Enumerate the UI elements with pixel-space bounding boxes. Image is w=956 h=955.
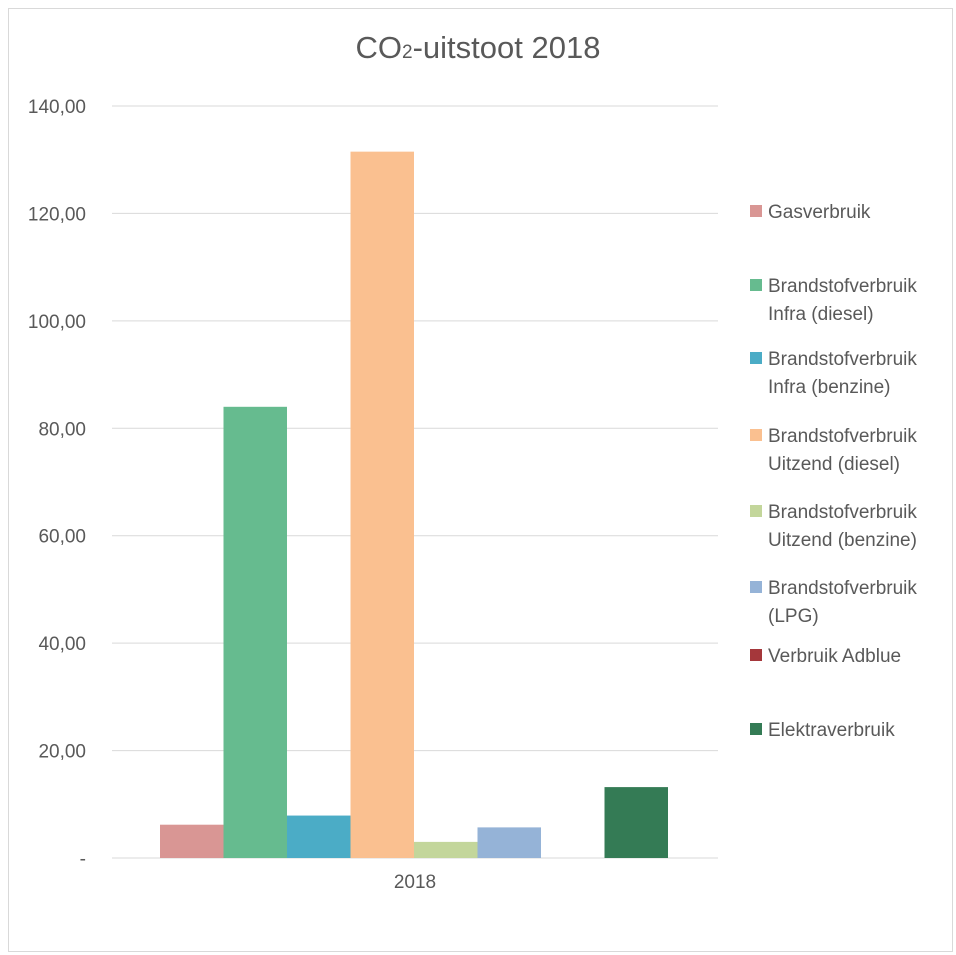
y-tick-label: 40,00 [38,634,86,655]
y-tick-label: 120,00 [28,204,86,225]
legend-swatch [750,649,762,661]
legend-label: Brandstofverbruik [768,502,917,523]
legend-label: (LPG) [768,606,819,627]
legend-label: Infra (diesel) [768,304,874,325]
legend-swatch [750,581,762,593]
y-tick-label: 140,00 [28,97,86,118]
legend-swatch [750,505,762,517]
legend-label: Elektraverbruik [768,720,895,741]
bar [350,151,414,858]
legend-swatch [750,429,762,441]
legend-label: Infra (benzine) [768,377,891,398]
chart-title: CO2-uitstoot 2018 [355,30,601,65]
bar [223,406,287,858]
legend-label: Brandstofverbruik [768,578,917,599]
y-tick-label: 20,00 [38,742,86,763]
legend-label: Verbruik Adblue [768,646,901,667]
x-tick-label: 2018 [394,872,436,893]
bar [604,787,668,858]
chart-frame [8,8,953,952]
y-tick-label: - [80,849,86,870]
legend-label: Brandstofverbruik [768,349,917,370]
y-tick-label: 100,00 [28,312,86,333]
legend-swatch [750,279,762,291]
legend-label: Uitzend (benzine) [768,530,917,551]
legend-swatch [750,723,762,735]
bar [477,827,541,858]
legend-label: Uitzend (diesel) [768,454,900,475]
bar [160,824,224,858]
legend-label: Brandstofverbruik [768,276,917,297]
bar [414,841,478,858]
bar [287,815,351,858]
legend-swatch [750,205,762,217]
legend-label: Gasverbruik [768,202,871,223]
legend-label: Brandstofverbruik [768,426,917,447]
y-tick-label: 60,00 [38,527,86,548]
y-tick-label: 80,00 [38,419,86,440]
legend-swatch [750,352,762,364]
